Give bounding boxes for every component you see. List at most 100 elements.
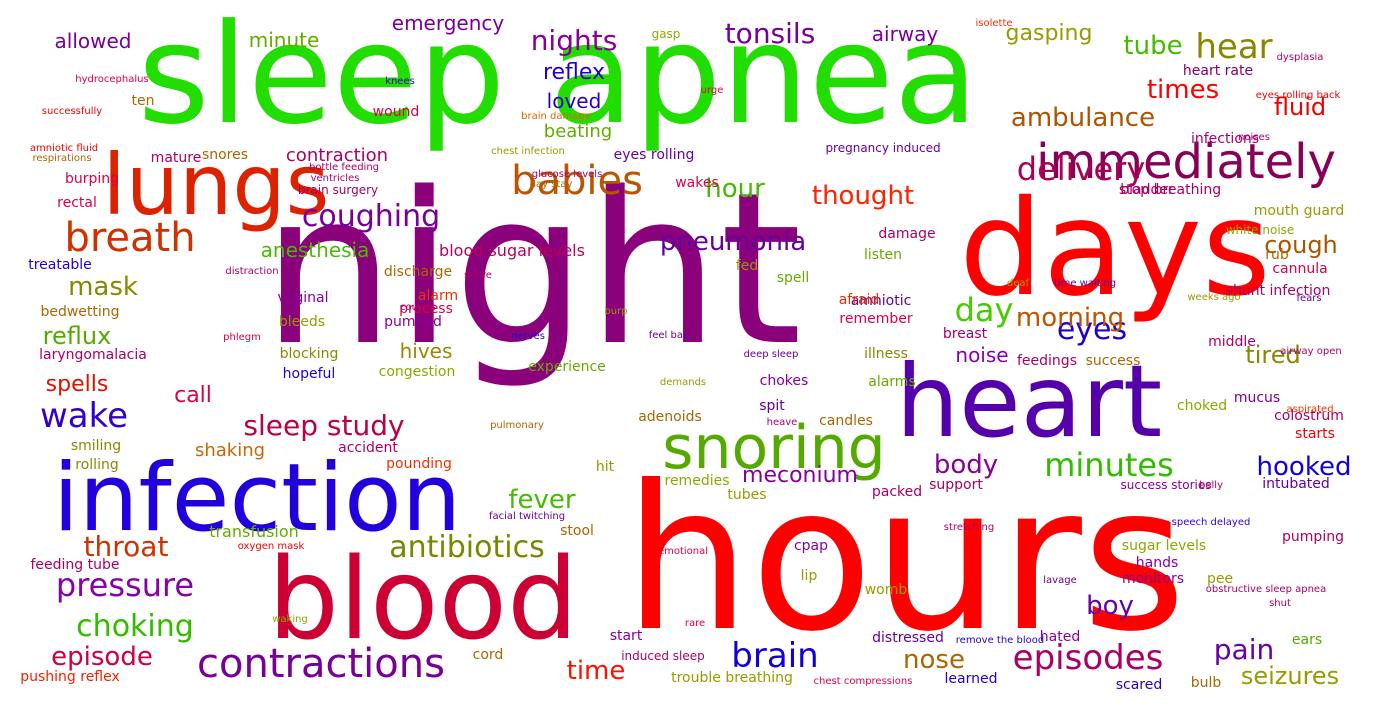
word-glucose-levels: glucose levels xyxy=(531,169,603,180)
word-day: day xyxy=(954,291,1014,329)
word-discharge: discharge xyxy=(383,264,453,280)
word-distraction: distraction xyxy=(225,266,279,277)
word-support: support xyxy=(929,477,983,493)
word-chest-compressions: chest compressions xyxy=(813,676,913,687)
word-eyes: eyes xyxy=(1056,312,1128,347)
word-ambulance: ambulance xyxy=(1010,103,1156,133)
word-time: time xyxy=(566,656,626,686)
word-heave: heave xyxy=(766,417,798,428)
word-rub: rub xyxy=(1265,247,1289,263)
word-blood-sugar-levels: blood sugar levels xyxy=(439,241,585,260)
word-wake: wake xyxy=(39,396,129,436)
word-pneumonia: pneumonia xyxy=(659,227,807,257)
word-breast: breast xyxy=(942,326,988,342)
word-spells: spells xyxy=(45,372,109,397)
word-lungs: lungs xyxy=(102,136,330,234)
word-learned: learned xyxy=(944,671,998,687)
word-spell: spell xyxy=(776,270,810,286)
word-rectal: rectal xyxy=(57,195,97,211)
word-heart: heart xyxy=(895,343,1163,460)
word-obstructive-sleep-apnea: obstructive sleep apnea xyxy=(1205,584,1327,595)
word-adenoids: adenoids xyxy=(638,409,702,425)
word-contraction: contraction xyxy=(285,145,389,166)
word-reflux: reflux xyxy=(42,322,112,350)
word-ears: ears xyxy=(1291,632,1323,648)
word-episodes: episodes xyxy=(1012,638,1164,678)
word-wound: wound xyxy=(372,104,420,120)
word-days: days xyxy=(959,172,1271,326)
word-coughing: coughing xyxy=(301,199,441,234)
word-immediately: immediately xyxy=(1036,134,1336,190)
word-damage: damage xyxy=(878,226,936,242)
word-airway: airway xyxy=(871,22,939,46)
word-listen: listen xyxy=(863,247,903,263)
word-mask: mask xyxy=(68,272,138,302)
word-intubated: intubated xyxy=(1262,476,1330,492)
word-tubes: tubes xyxy=(727,487,767,503)
word-induced-sleep: induced sleep xyxy=(621,649,705,663)
word-feedings: feedings xyxy=(1017,353,1077,369)
word-pumping: pumping xyxy=(1282,529,1344,545)
word-heart-rate: heart rate xyxy=(1182,63,1254,79)
word-stretching: stretching xyxy=(943,522,995,533)
word-snore: snore xyxy=(464,270,492,281)
word-tonsils: tonsils xyxy=(724,17,816,50)
word-amniotic-fluid: amniotic fluid xyxy=(29,143,99,154)
word-burping: burping xyxy=(64,171,120,187)
word-knees: knees xyxy=(385,76,415,87)
word-choked: choked xyxy=(1176,398,1228,414)
word-brain-damage: brain damage xyxy=(521,111,591,122)
word-breath: breath xyxy=(64,215,196,261)
word-pregnancy-induced: pregnancy induced xyxy=(825,141,941,155)
word-meconium: meconium xyxy=(742,463,858,488)
word-vaginal: vaginal xyxy=(277,290,329,306)
word-hooked: hooked xyxy=(1256,452,1352,482)
word-experience: experience xyxy=(528,359,606,375)
word-scared: scared xyxy=(1115,677,1163,693)
word-cpap: cpap xyxy=(793,538,829,554)
word-ten: ten xyxy=(131,93,155,109)
word-stool: stool xyxy=(560,523,594,539)
word-aspirated: aspirated xyxy=(1286,404,1334,415)
word-amniotic: amniotic xyxy=(850,293,912,309)
word-brain-surgery: brain surgery xyxy=(297,183,379,197)
word-feeding-tube: feeding tube xyxy=(30,557,120,573)
word-gasping: gasping xyxy=(1005,21,1093,46)
word-delivery: delivery xyxy=(1016,150,1146,188)
word-starts: starts xyxy=(1295,426,1335,442)
word-facial-twitching: facial twitching xyxy=(488,511,566,522)
word-shaking: shaking xyxy=(194,440,266,461)
word-waking: waking xyxy=(272,614,308,625)
word-speech-delayed: speech delayed xyxy=(1171,517,1251,528)
word-antibiotics: antibiotics xyxy=(389,530,545,565)
word-transfusion: transfusion xyxy=(209,522,299,541)
word-times: times xyxy=(1146,75,1220,105)
word-pain: pain xyxy=(1213,633,1275,666)
word-nose: nose xyxy=(903,645,965,675)
word-anesthesia: anesthesia xyxy=(260,238,370,262)
word-process: process xyxy=(399,301,453,317)
word-middle: middle xyxy=(1208,334,1256,350)
word-treatable: treatable xyxy=(28,257,92,273)
word-laryngomalacia: laryngomalacia xyxy=(39,347,147,363)
word-allowed: allowed xyxy=(54,29,132,53)
word-hated: hated xyxy=(1039,629,1081,645)
word-bleeds: bleeds xyxy=(278,314,326,330)
word-nights: nights xyxy=(530,24,618,57)
word-episode: episode xyxy=(51,642,153,672)
word-hear: hear xyxy=(1195,27,1273,67)
word-alarm: alarm xyxy=(417,288,459,304)
word-fears: fears xyxy=(1296,293,1322,304)
word-coughs: coughs xyxy=(400,302,436,313)
word-seizures: seizures xyxy=(1240,662,1340,690)
word-wakes: wakes xyxy=(675,175,719,191)
word-choking: choking xyxy=(76,609,194,644)
word-white-noise: white noise xyxy=(1225,223,1295,237)
word-blood: blood xyxy=(267,535,579,665)
word-pumped: pumped xyxy=(384,314,442,330)
word-cough: cough xyxy=(1264,231,1338,259)
word-morning: morning xyxy=(1015,303,1125,333)
word-hives: hives xyxy=(399,339,453,363)
word-afraid: afraid xyxy=(838,292,880,308)
